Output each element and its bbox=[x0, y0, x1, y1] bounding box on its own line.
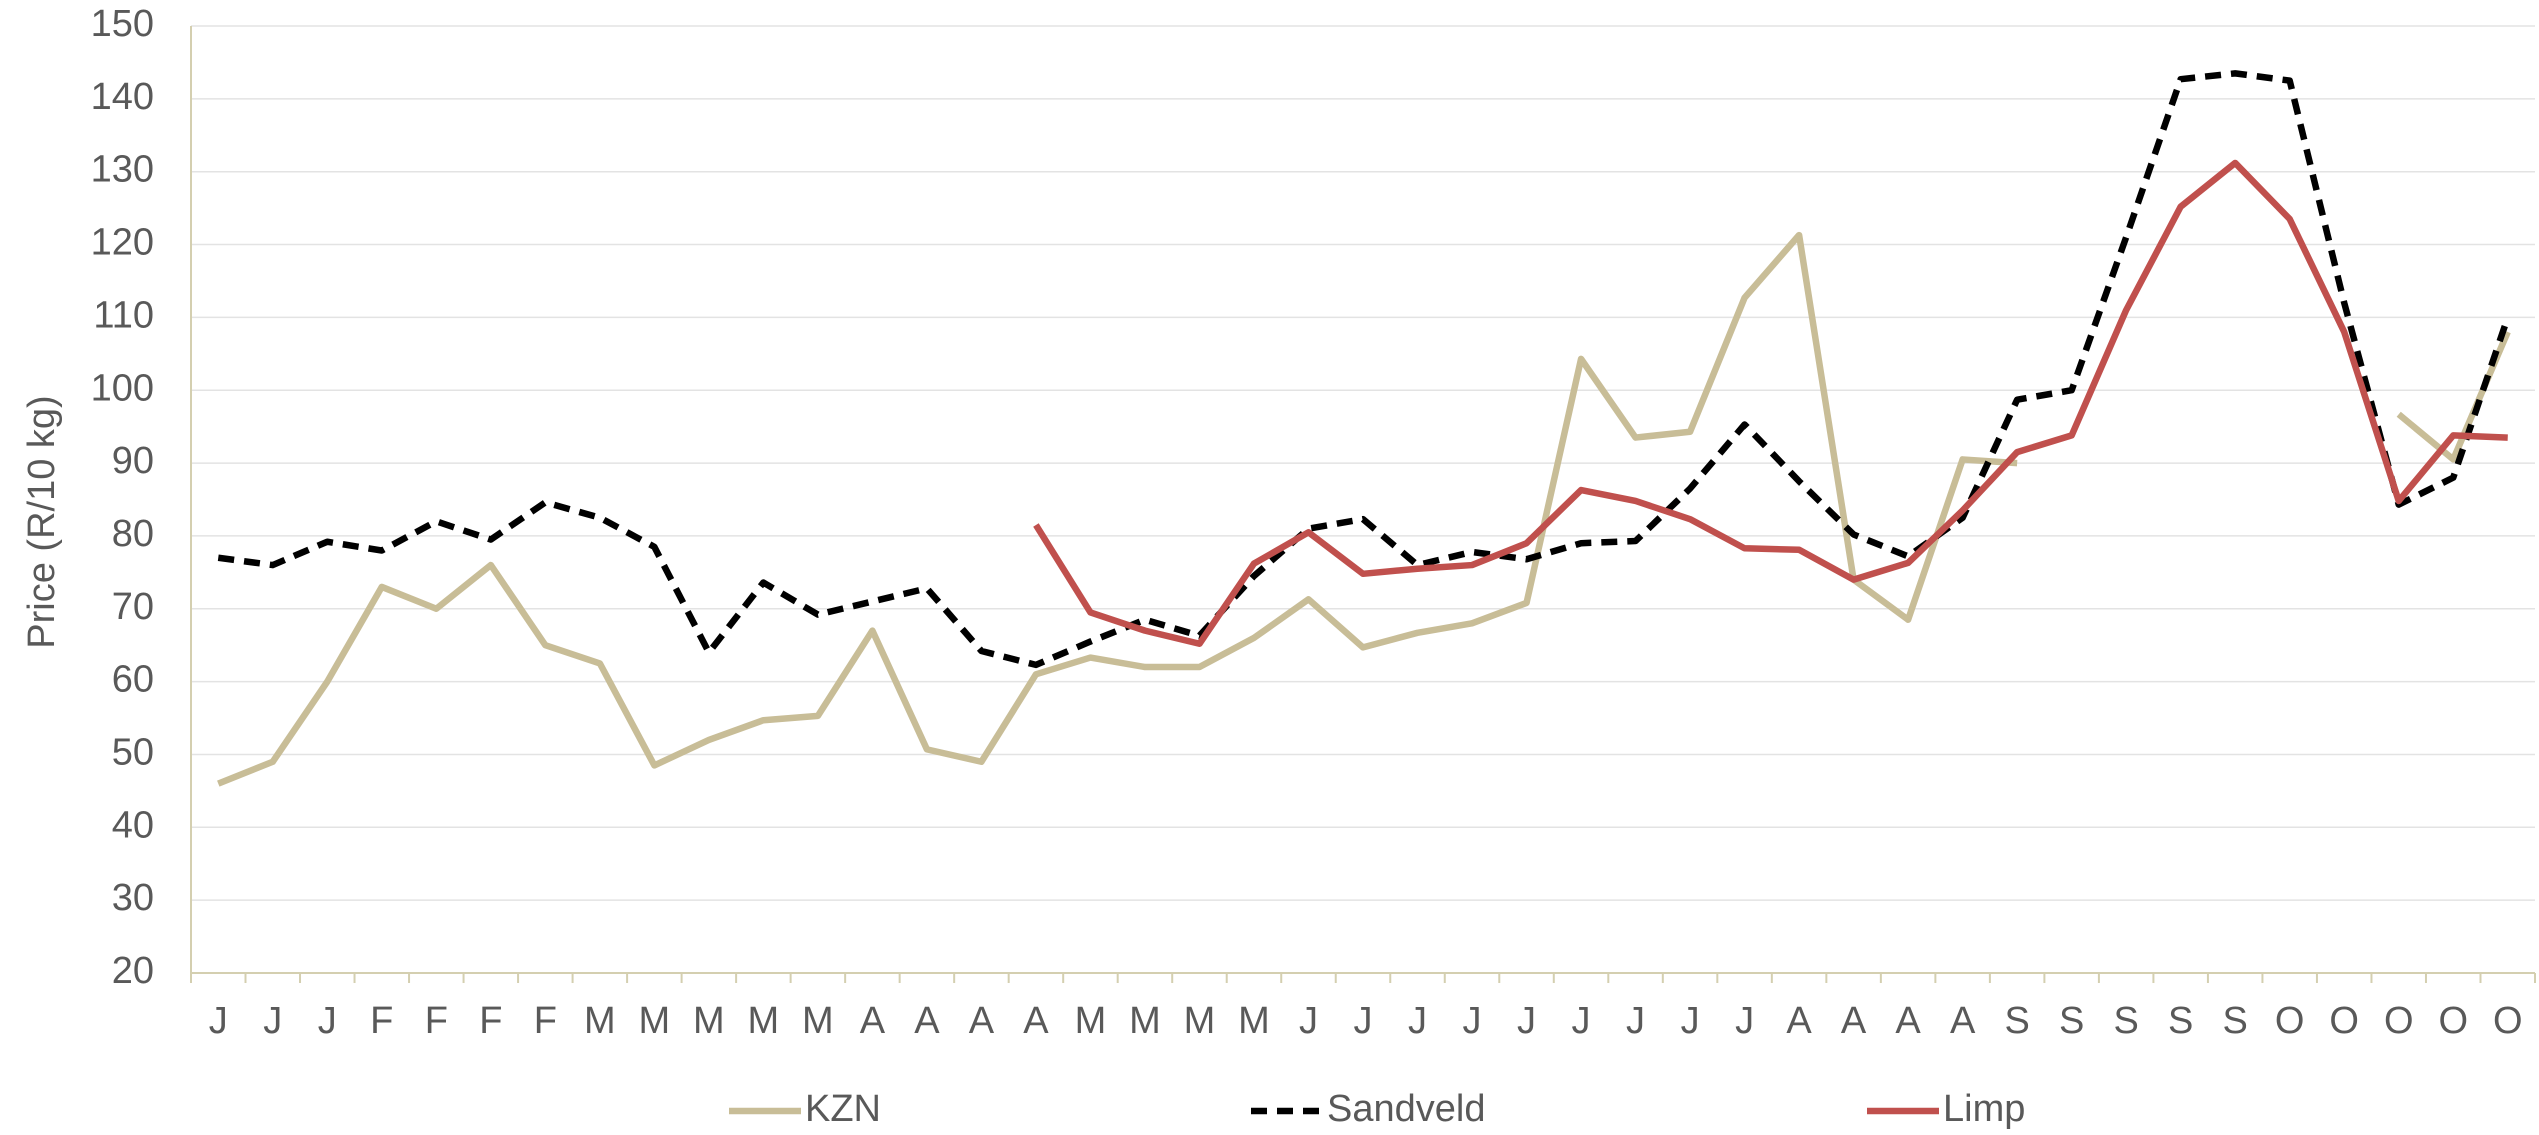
x-tick-label: A bbox=[1023, 1000, 1049, 1042]
x-tick-label: O bbox=[2438, 1000, 2468, 1042]
x-tick-label: S bbox=[2168, 1000, 2193, 1042]
x-tick-label: J bbox=[1572, 1000, 1591, 1042]
x-tick-label: J bbox=[1354, 1000, 1373, 1042]
x-tick-label: A bbox=[969, 1000, 995, 1042]
x-tick-label: M bbox=[693, 1000, 725, 1042]
y-tick-label: 150 bbox=[91, 3, 154, 45]
x-tick-label: M bbox=[1075, 1000, 1107, 1042]
x-tick-label: M bbox=[584, 1000, 616, 1042]
x-tick-label: J bbox=[263, 1000, 282, 1042]
x-tick-label: M bbox=[802, 1000, 834, 1042]
y-axis-label: Price (R/10 kg) bbox=[21, 395, 63, 648]
x-tick-label: F bbox=[425, 1000, 448, 1042]
x-tick-label: A bbox=[1950, 1000, 1976, 1042]
x-tick-label: J bbox=[1735, 1000, 1754, 1042]
y-tick-label: 100 bbox=[91, 367, 154, 409]
legend-label: Sandveld bbox=[1327, 1088, 1485, 1130]
y-tick-label: 70 bbox=[112, 586, 154, 628]
x-tick-label: A bbox=[914, 1000, 940, 1042]
x-tick-label: S bbox=[2004, 1000, 2029, 1042]
x-tick-label: F bbox=[534, 1000, 557, 1042]
x-tick-label: A bbox=[1841, 1000, 1867, 1042]
y-tick-label: 30 bbox=[112, 877, 154, 919]
x-tick-label: S bbox=[2223, 1000, 2248, 1042]
x-tick-label: M bbox=[1129, 1000, 1161, 1042]
x-tick-label: J bbox=[318, 1000, 337, 1042]
x-tick-label: J bbox=[1299, 1000, 1318, 1042]
x-tick-label: M bbox=[748, 1000, 780, 1042]
x-tick-label: M bbox=[639, 1000, 671, 1042]
x-tick-label: F bbox=[370, 1000, 393, 1042]
x-tick-label: J bbox=[1463, 1000, 1482, 1042]
x-tick-label: A bbox=[860, 1000, 886, 1042]
x-tick-label: O bbox=[2275, 1000, 2305, 1042]
x-tick-label: S bbox=[2059, 1000, 2084, 1042]
x-tick-label: O bbox=[2329, 1000, 2359, 1042]
x-tick-label: J bbox=[1517, 1000, 1536, 1042]
y-tick-label: 40 bbox=[112, 804, 154, 846]
y-tick-label: 110 bbox=[93, 294, 154, 336]
x-tick-label: A bbox=[1786, 1000, 1812, 1042]
legend-label: KZN bbox=[805, 1088, 881, 1130]
y-tick-label: 90 bbox=[112, 440, 154, 482]
series-line bbox=[1033, 159, 2508, 647]
y-tick-label: 50 bbox=[112, 731, 154, 773]
series-line bbox=[217, 70, 2511, 669]
x-tick-label: J bbox=[1681, 1000, 1700, 1042]
y-tick-label: 120 bbox=[91, 222, 154, 264]
x-tick-label: M bbox=[1238, 1000, 1270, 1042]
y-tick-label: 80 bbox=[112, 513, 154, 555]
legend-label: Limp bbox=[1943, 1088, 2025, 1130]
x-tick-label: J bbox=[1626, 1000, 1645, 1042]
x-tick-label: J bbox=[209, 1000, 228, 1042]
x-tick-label: F bbox=[479, 1000, 502, 1042]
x-tick-label: A bbox=[1895, 1000, 1921, 1042]
y-tick-label: 130 bbox=[91, 149, 154, 191]
series-line bbox=[217, 231, 2511, 787]
y-tick-label: 140 bbox=[91, 76, 154, 118]
y-tick-label: 20 bbox=[112, 950, 154, 992]
x-tick-label: M bbox=[1184, 1000, 1216, 1042]
y-tick-label: 60 bbox=[112, 659, 154, 701]
x-tick-label: S bbox=[2113, 1000, 2138, 1042]
x-tick-label: J bbox=[1408, 1000, 1427, 1042]
x-tick-label: O bbox=[2384, 1000, 2414, 1042]
x-tick-label: O bbox=[2493, 1000, 2523, 1042]
